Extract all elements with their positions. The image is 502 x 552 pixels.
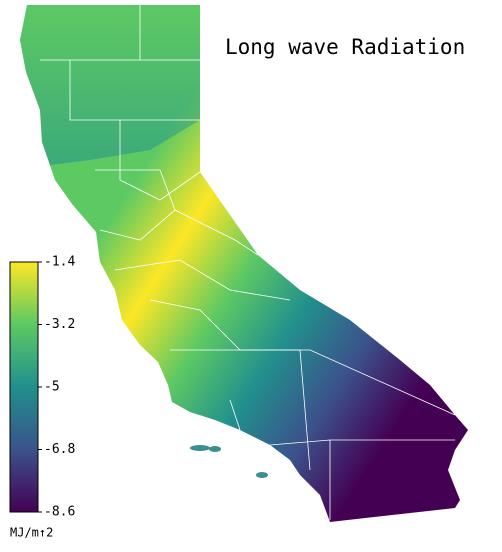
colorbar-tick-label: -6.8 [44,442,75,457]
county-lines [40,5,456,520]
north-shade [20,5,200,165]
colorbar [9,261,39,513]
colorbar-tick-label: -3.2 [44,317,75,332]
islands [190,445,268,478]
colorbar-tick-label: -1.4 [44,255,75,270]
title: Long wave Radiation [225,35,465,59]
colorbar-tick-label: -8.6 [44,505,75,520]
colorbar-tick-label: -5 [44,380,60,395]
colorbar-label: MJ/m↑2 [10,526,53,540]
